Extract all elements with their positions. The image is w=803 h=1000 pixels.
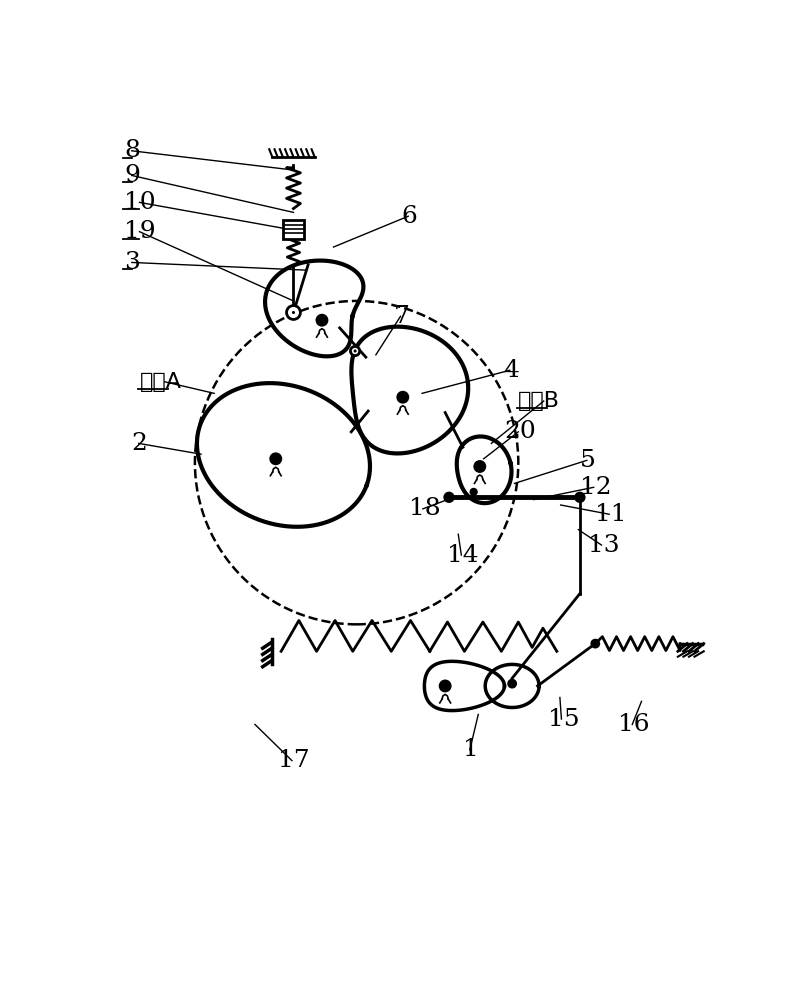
Circle shape — [591, 640, 598, 647]
Circle shape — [444, 493, 453, 502]
Text: 10: 10 — [124, 191, 156, 214]
Text: 16: 16 — [618, 713, 650, 736]
Circle shape — [270, 453, 281, 464]
Circle shape — [350, 346, 359, 356]
Text: 17: 17 — [278, 749, 309, 772]
Text: 转轴B: 转轴B — [518, 391, 560, 411]
Text: 11: 11 — [594, 503, 626, 526]
Text: 1: 1 — [463, 738, 478, 761]
Text: 19: 19 — [124, 220, 156, 243]
Text: 5: 5 — [579, 449, 595, 472]
Circle shape — [575, 493, 584, 502]
Text: 18: 18 — [409, 497, 440, 520]
Circle shape — [439, 681, 450, 691]
Text: 3: 3 — [124, 251, 140, 274]
FancyBboxPatch shape — [283, 220, 304, 239]
Text: 20: 20 — [503, 420, 536, 443]
Text: 9: 9 — [124, 164, 140, 187]
Circle shape — [397, 392, 408, 403]
Text: 2: 2 — [132, 432, 148, 455]
Text: 转轴A: 转轴A — [139, 372, 181, 392]
Circle shape — [286, 306, 300, 319]
Circle shape — [470, 489, 476, 495]
Text: 13: 13 — [587, 534, 618, 557]
Text: 14: 14 — [447, 544, 479, 567]
Text: 4: 4 — [503, 359, 518, 382]
Circle shape — [291, 311, 295, 314]
Circle shape — [474, 461, 484, 472]
Circle shape — [507, 680, 516, 687]
Text: 7: 7 — [393, 305, 409, 328]
Text: 15: 15 — [547, 708, 578, 731]
Text: 6: 6 — [401, 205, 417, 228]
Text: 12: 12 — [579, 476, 611, 499]
Text: 8: 8 — [124, 139, 140, 162]
Circle shape — [316, 315, 327, 326]
Circle shape — [353, 349, 357, 353]
